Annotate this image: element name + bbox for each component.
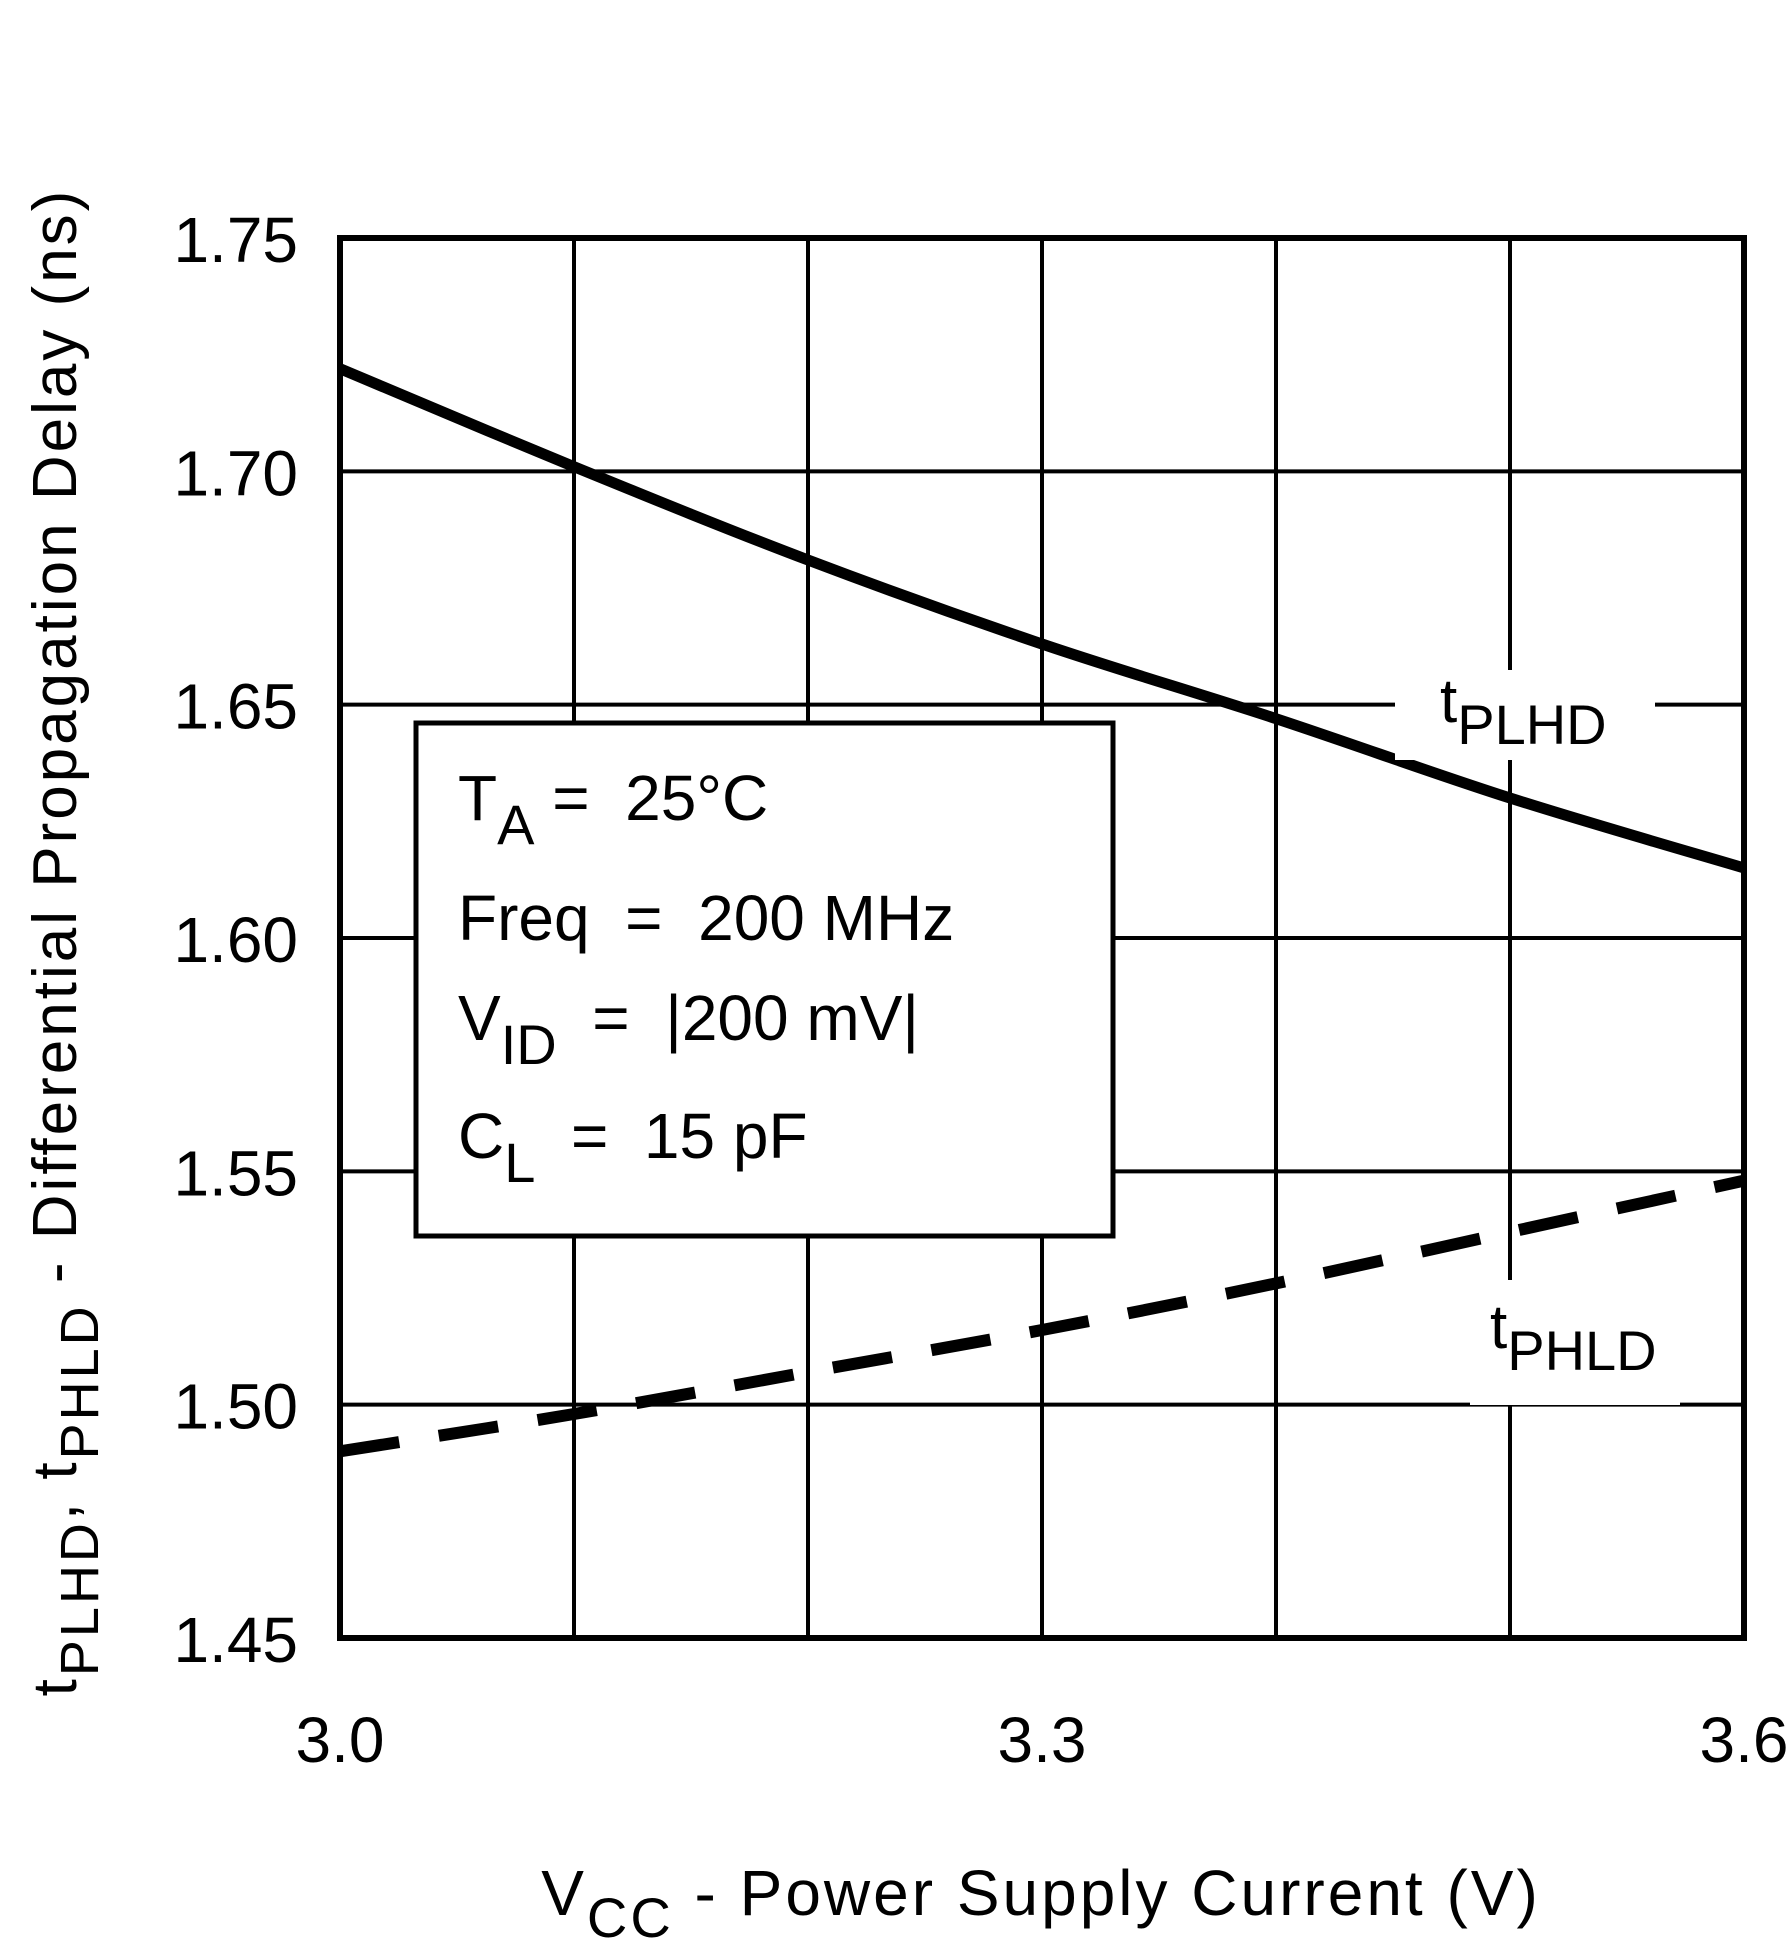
y-tick-label: 1.55 — [173, 1137, 298, 1209]
x-axis-label: VCC - Power Supply Current (V) — [541, 1857, 1541, 1944]
label-mask — [1470, 1280, 1680, 1405]
condition-freq: Freq = 200 MHz — [458, 882, 954, 954]
y-axis-label: tPLHD, tPHLD - Differential Propagation … — [21, 188, 110, 1697]
y-tick-label: 1.45 — [173, 1604, 298, 1676]
plot-frame — [337, 235, 1747, 1641]
series-line-tphld — [339, 1174, 1746, 1458]
y-tick-label: 1.75 — [173, 204, 298, 276]
grid — [337, 235, 1747, 1641]
condition-cl: CL = 15 pF — [458, 1100, 808, 1194]
y-tick-label: 1.50 — [173, 1371, 298, 1443]
label-mask — [1395, 670, 1655, 760]
y-tick-label: 1.65 — [173, 671, 298, 743]
y-tick-label: 1.70 — [173, 437, 298, 509]
condition-vid: VID = |200 mV| — [458, 982, 919, 1076]
x-tick-label: 3.3 — [998, 1704, 1087, 1776]
x-tick-label: 3.6 — [1700, 1704, 1789, 1776]
condition-ta: TA = 25°C — [458, 762, 768, 856]
series-label-tphld: tPHLD — [1490, 1293, 1657, 1382]
tick-labels: 1.45 1.50 1.55 1.60 1.65 1.70 1.75 3.0 3.3 3.6 — [173, 204, 1788, 1776]
series-label-tplhd: tPLHD — [1440, 667, 1607, 756]
x-tick-label: 3.0 — [296, 1704, 385, 1776]
series-line-tplhd — [337, 363, 1746, 874]
conditions-box: TA = 25°C Freq = 200 MHz VID = |200 mV| … — [413, 720, 1116, 1239]
series-lines — [337, 363, 1746, 1458]
y-tick-label: 1.60 — [173, 904, 298, 976]
